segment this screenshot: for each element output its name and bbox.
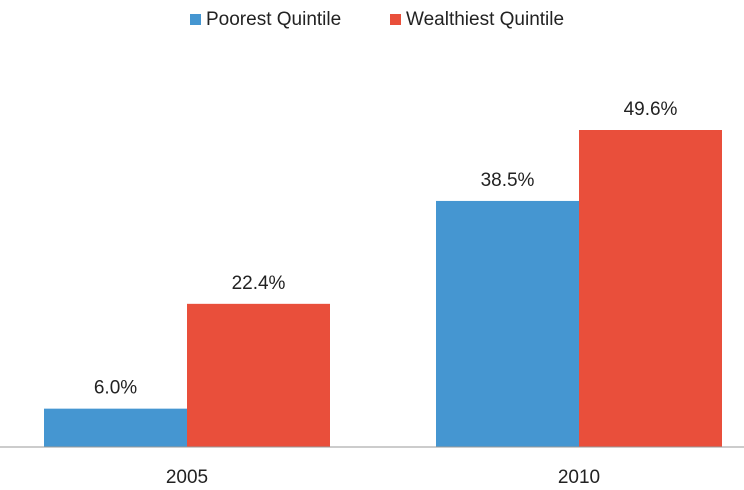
legend-swatch [190, 14, 201, 25]
x-tick-label: 2010 [558, 467, 600, 488]
legend-label: Wealthiest Quintile [406, 9, 564, 30]
bar [579, 130, 722, 447]
x-tick-label: 2005 [166, 467, 208, 488]
legend-label: Poorest Quintile [206, 9, 341, 30]
data-label: 22.4% [232, 273, 286, 294]
data-label: 6.0% [94, 378, 137, 399]
bar [187, 303, 330, 447]
data-label: 49.6% [624, 99, 678, 120]
legend-swatch [390, 14, 401, 25]
bar [44, 408, 187, 447]
data-label: 38.5% [481, 170, 535, 191]
bar [436, 200, 579, 447]
